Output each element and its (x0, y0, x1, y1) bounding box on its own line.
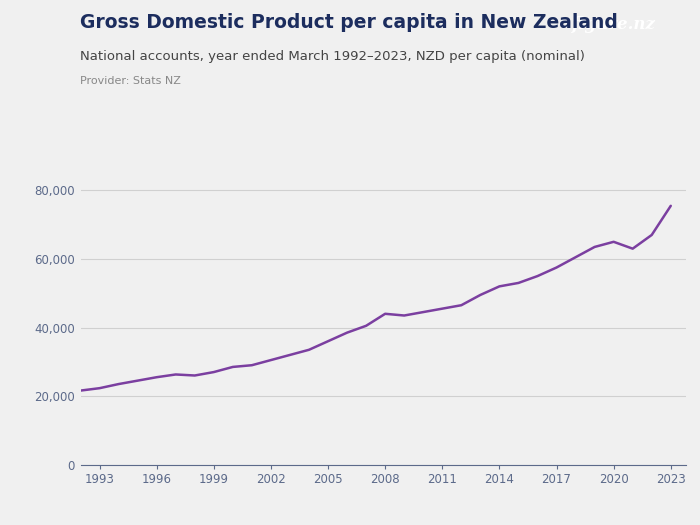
Text: National accounts, year ended March 1992–2023, NZD per capita (nominal): National accounts, year ended March 1992… (80, 50, 585, 63)
Text: figure.nz: figure.nz (573, 16, 657, 34)
Text: Gross Domestic Product per capita in New Zealand: Gross Domestic Product per capita in New… (80, 13, 618, 32)
Text: Provider: Stats NZ: Provider: Stats NZ (80, 76, 181, 86)
